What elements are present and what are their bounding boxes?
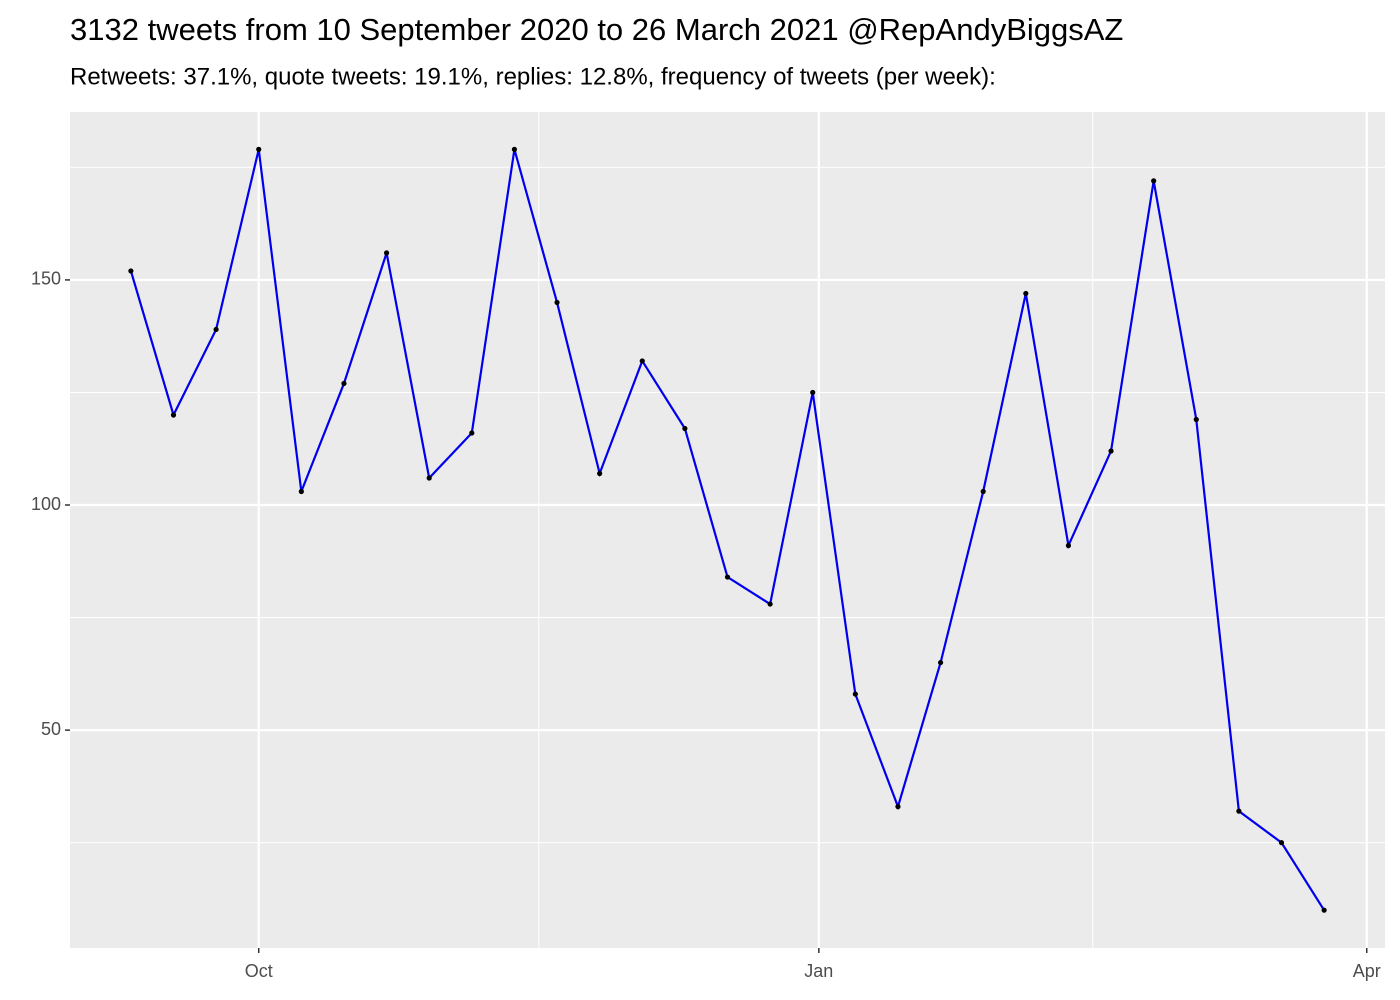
data-point [128, 268, 134, 274]
data-point [724, 574, 731, 580]
data-point [1193, 416, 1199, 423]
data-point [1236, 808, 1242, 814]
data-point [1023, 290, 1029, 297]
data-point [597, 470, 603, 477]
data-point [298, 488, 304, 495]
data-point [213, 326, 219, 333]
data-point [383, 250, 390, 256]
data-point [170, 412, 177, 418]
data-point [810, 389, 816, 396]
data-point [1321, 907, 1327, 913]
x-tick-label: Oct [245, 961, 273, 981]
chart-title: 3132 tweets from 10 September 2020 to 26… [70, 12, 1123, 47]
y-tick-label: 150 [31, 269, 61, 289]
x-tick-label: Apr [1353, 961, 1381, 981]
chart-subtitle: Retweets: 37.1%, quote tweets: 19.1%, re… [70, 63, 996, 90]
data-point [852, 691, 858, 697]
data-point [937, 659, 944, 666]
y-tick-label: 100 [31, 494, 61, 514]
data-point [682, 425, 688, 432]
data-point [554, 299, 560, 306]
data-point [1278, 840, 1285, 846]
data-point [341, 380, 347, 387]
plot-panel [70, 112, 1385, 948]
data-point [426, 475, 432, 481]
data-point [1151, 178, 1157, 184]
data-point [1065, 542, 1072, 549]
data-point [767, 601, 773, 607]
data-point [895, 804, 901, 810]
data-point [639, 358, 645, 364]
data-point [511, 146, 518, 152]
data-point [256, 146, 262, 152]
data-point [469, 430, 475, 436]
y-tick-label: 50 [41, 719, 61, 739]
data-point [1108, 448, 1114, 454]
data-point [980, 488, 986, 495]
x-tick-label: Jan [804, 961, 833, 981]
